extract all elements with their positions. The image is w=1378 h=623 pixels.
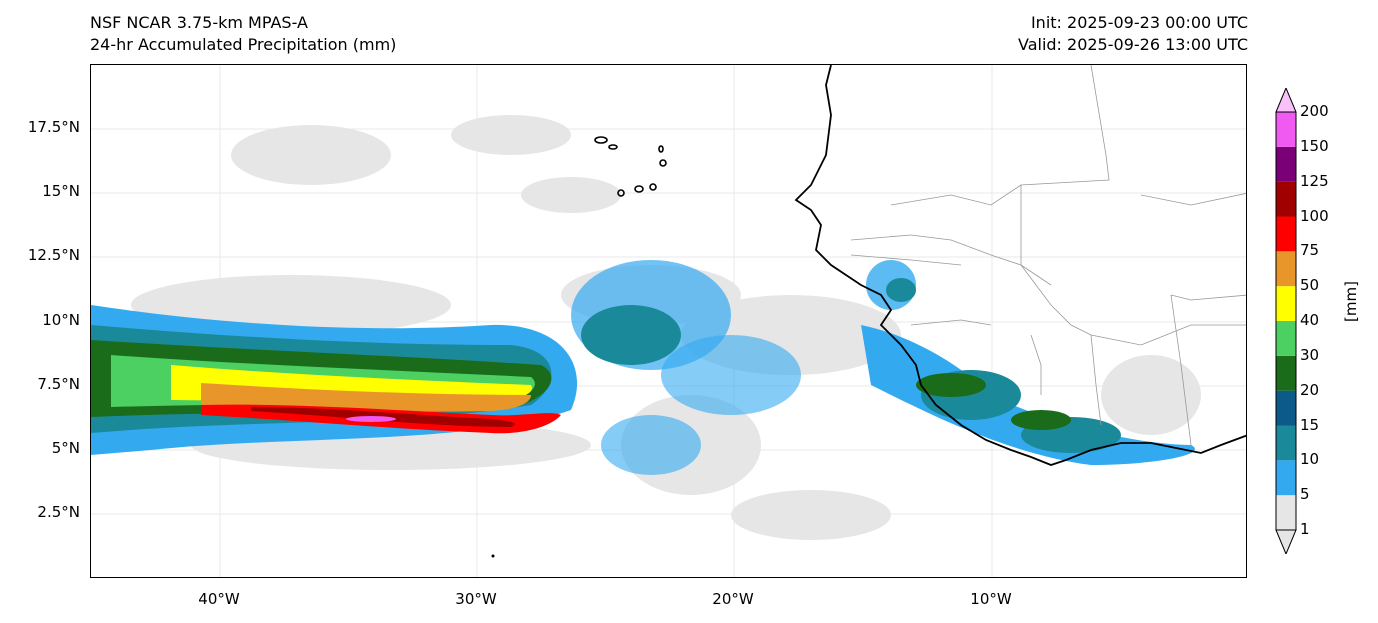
lon-label: 40°W	[198, 590, 240, 608]
colorbar-segment	[1276, 146, 1296, 182]
precip-50-75	[201, 383, 531, 412]
country-borders	[850, 65, 1246, 446]
coastline-africa	[794, 65, 1246, 466]
colorbar-tick-label: 30	[1300, 345, 1320, 364]
colorbar-tick-label: 5	[1300, 485, 1310, 504]
colorbar-segment	[1276, 495, 1296, 530]
colorbar-tick-label: 125	[1300, 171, 1329, 190]
colorbar-min-arrow	[1275, 529, 1297, 554]
precip-map[interactable]	[90, 64, 1247, 578]
colorbar-segment	[1276, 181, 1296, 217]
colorbar-segment	[1276, 425, 1296, 461]
colorbar-tick-label: 100	[1300, 206, 1329, 225]
colorbar-tick-label: 200	[1300, 102, 1329, 120]
colorbar-tick-label: 50	[1300, 276, 1320, 295]
colorbar-tick-label: 20	[1300, 380, 1320, 399]
field-title: 24-hr Accumulated Precipitation (mm)	[90, 35, 397, 54]
map-canvas	[91, 65, 1246, 577]
model-title: NSF NCAR 3.75-km MPAS-A	[90, 13, 308, 32]
lon-label: 30°W	[455, 590, 497, 608]
cape-verde-islands	[594, 136, 667, 197]
lat-label: 7.5°N	[37, 375, 80, 393]
colorbar-tick-label: 10	[1300, 450, 1320, 469]
colorbar-title: [mm]	[1342, 281, 1360, 322]
lat-label: 12.5°N	[27, 246, 80, 264]
lat-label: 2.5°N	[37, 503, 80, 521]
valid-time: Valid: 2025-09-26 13:00 UTC	[1017, 35, 1248, 54]
init-time: Init: 2025-09-23 00:00 UTC	[1030, 13, 1248, 32]
colorbar-tick-label: 1	[1300, 520, 1310, 538]
island-dot	[491, 554, 495, 558]
colorbar	[1275, 88, 1297, 554]
title-right: Init: 2025-09-23 00:00 UTC Valid: 2025-0…	[1018, 12, 1248, 56]
colorbar-segment	[1276, 390, 1296, 426]
lat-label: 17.5°N	[27, 118, 80, 136]
colorbar-segment	[1276, 216, 1296, 252]
lat-label: 15°N	[42, 182, 80, 200]
colorbar-segment	[1276, 460, 1296, 496]
lon-label: 10°W	[970, 590, 1012, 608]
title-left: NSF NCAR 3.75-km MPAS-A 24-hr Accumulate…	[90, 12, 396, 56]
colorbar-tick-label: 150	[1300, 136, 1329, 155]
colorbar-segment	[1276, 286, 1296, 321]
lat-label: 10°N	[42, 311, 80, 329]
precip-light	[131, 115, 1201, 540]
colorbar-tick-label: 40	[1300, 311, 1320, 329]
colorbar-segment	[1276, 251, 1296, 287]
colorbar-tick-label: 75	[1300, 241, 1320, 260]
precip-150-200	[346, 416, 396, 422]
lat-label: 5°N	[51, 439, 80, 457]
colorbar-segments	[1275, 111, 1297, 531]
colorbar-max-arrow	[1275, 88, 1297, 113]
colorbar-segment	[1276, 355, 1296, 391]
colorbar-segment	[1276, 112, 1296, 147]
lon-label: 20°W	[712, 590, 754, 608]
colorbar-tick-label: 15	[1300, 415, 1320, 434]
colorbar-segment	[1276, 321, 1296, 356]
